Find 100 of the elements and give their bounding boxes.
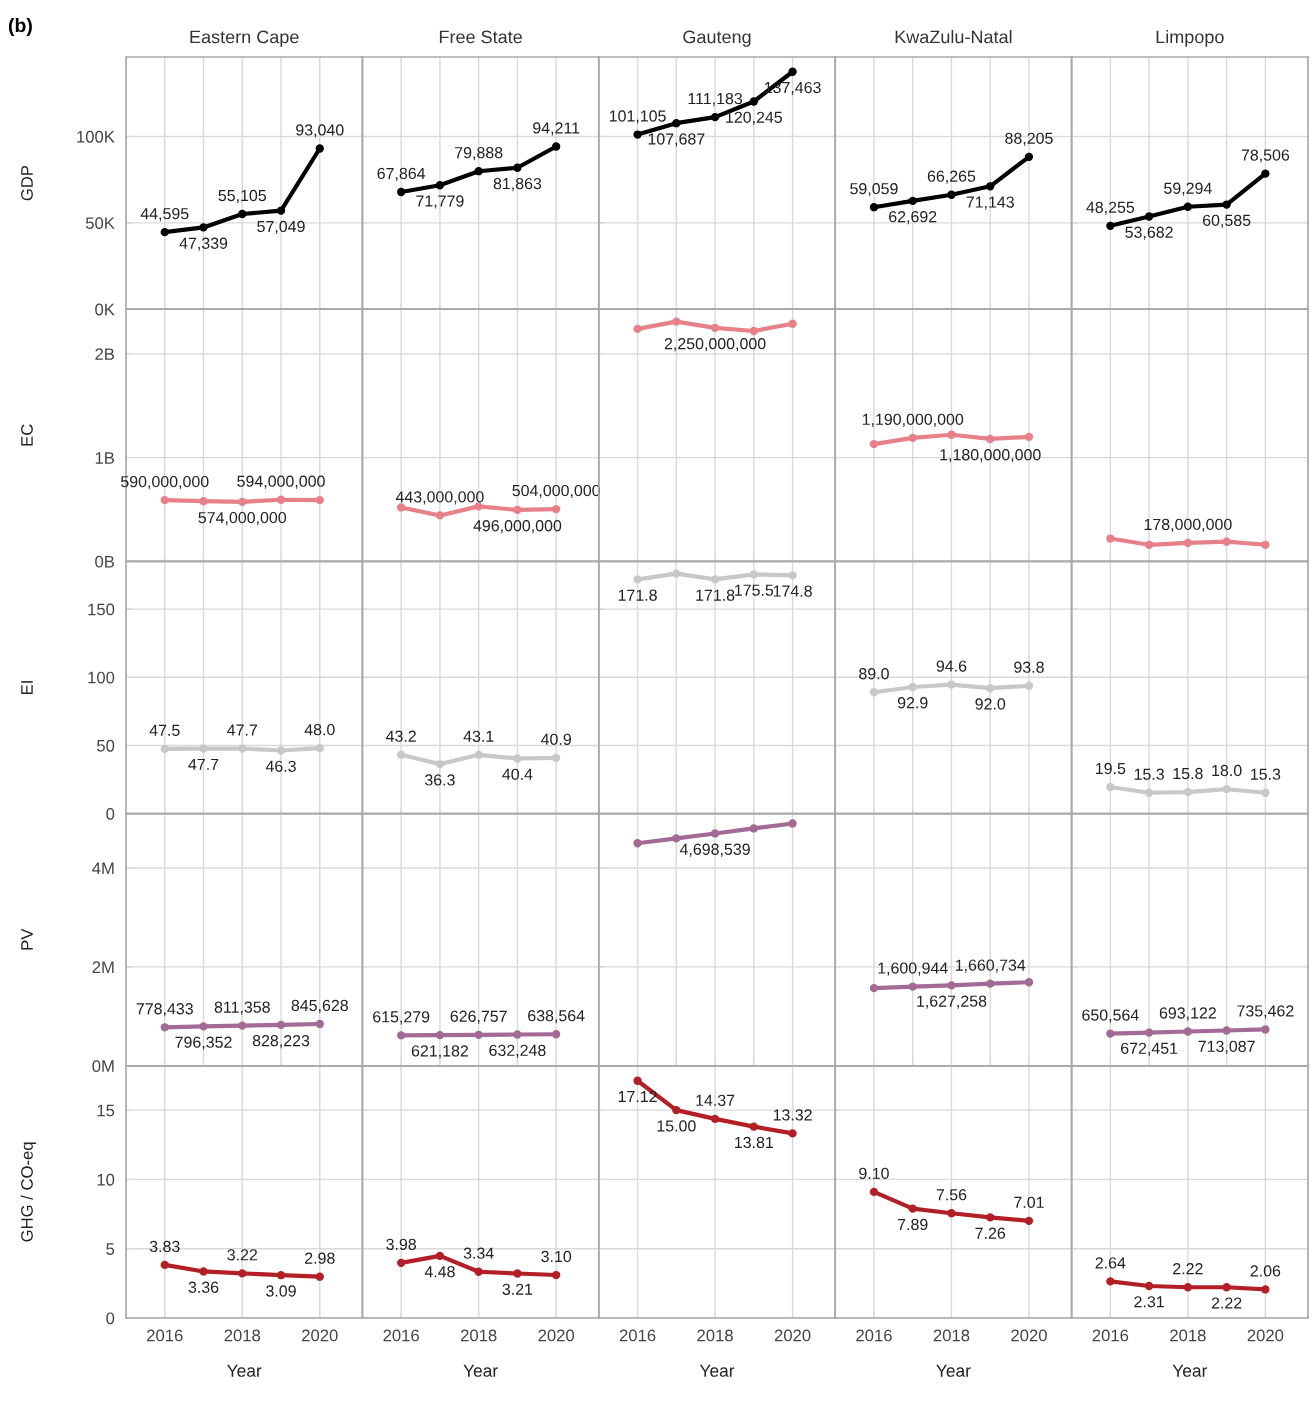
y-tick-label: 0M (92, 1060, 114, 1072)
point (710, 112, 720, 122)
data-label: 626,757 (450, 1010, 507, 1024)
data-label: 78,506 (1241, 149, 1290, 163)
data-label: 3.98 (386, 1238, 416, 1250)
data-label: 796,352 (175, 1036, 232, 1050)
point (633, 130, 642, 139)
point (672, 317, 681, 326)
data-label: 1,190,000,000 (862, 413, 964, 427)
data-label: 2.22 (1173, 1263, 1203, 1275)
point (1106, 1277, 1115, 1286)
point (276, 206, 286, 215)
data-label: 650,564 (1082, 1009, 1139, 1023)
data-label: 672,451 (1121, 1042, 1178, 1056)
data-label: 443,000,000 (395, 491, 484, 505)
point (749, 97, 758, 106)
data-label: 171.8 (618, 589, 657, 601)
point (908, 196, 917, 206)
point (1106, 221, 1115, 231)
data-label: 79,888 (455, 147, 503, 161)
x-tick-label: 2018 (933, 1329, 970, 1342)
point (1261, 169, 1270, 178)
point (947, 1209, 956, 1218)
data-label: 88,205 (1005, 132, 1053, 146)
point (1144, 212, 1154, 221)
chart-title: Free State (439, 30, 522, 44)
point (552, 504, 561, 514)
data-label: 7.56 (936, 1189, 967, 1201)
x-axis-title: Year (699, 1364, 735, 1377)
point (788, 1129, 797, 1138)
y-axis-title: EI (21, 681, 33, 695)
point (1261, 1285, 1270, 1294)
data-label: 574,000,000 (198, 511, 287, 526)
data-label: 4.48 (424, 1266, 455, 1278)
point (908, 433, 917, 443)
data-label: 3.10 (541, 1250, 572, 1263)
point (1024, 152, 1034, 162)
data-label: 46.3 (265, 760, 296, 772)
data-label: 845,628 (291, 999, 348, 1013)
point (199, 1267, 208, 1276)
point (672, 1105, 681, 1115)
data-label: 174.8 (773, 585, 812, 597)
point (435, 759, 445, 769)
data-label: 171.8 (696, 589, 735, 601)
data-label: 496,000,000 (473, 520, 562, 534)
point (986, 684, 995, 693)
data-label: 81,863 (493, 177, 542, 192)
point (238, 1269, 247, 1278)
point (315, 1272, 324, 1281)
data-label: 62,692 (889, 211, 937, 225)
point (513, 754, 522, 763)
point (869, 203, 879, 212)
point (396, 750, 406, 759)
y-tick-label: 10 (97, 1173, 115, 1186)
point (710, 323, 720, 333)
y-tick-label: 2M (92, 961, 114, 973)
data-label: 621,182 (411, 1045, 468, 1059)
point (315, 144, 324, 153)
data-label: 57,049 (257, 220, 305, 234)
y-axis-title: PV (21, 928, 33, 950)
data-label: 632,248 (489, 1044, 546, 1058)
x-tick-label: 2020 (538, 1329, 575, 1342)
data-label: 47,339 (179, 237, 228, 251)
data-label: 17.12 (618, 1090, 657, 1103)
data-label: 9.10 (859, 1167, 889, 1180)
point (908, 682, 917, 692)
point (788, 67, 797, 76)
point (474, 750, 483, 760)
data-label: 94.6 (936, 660, 967, 672)
point (947, 430, 956, 439)
data-label: 40.4 (502, 768, 533, 780)
data-label: 175.5 (735, 584, 774, 596)
data-label: 101,105 (609, 110, 666, 124)
data-label: 40.9 (541, 733, 571, 745)
x-axis-title: Year (936, 1364, 971, 1377)
x-tick-label: 2018 (460, 1329, 497, 1342)
point (749, 1122, 758, 1131)
data-label: 2,250,000,000 (664, 338, 766, 352)
point (474, 167, 483, 176)
point (749, 824, 758, 833)
point (160, 227, 169, 237)
point (710, 829, 720, 838)
x-tick-label: 2018 (224, 1329, 261, 1342)
point (552, 1270, 561, 1280)
data-label: 107,687 (648, 133, 705, 147)
point (435, 181, 445, 190)
chart-title: KwaZulu-Natal (895, 30, 1012, 44)
y-tick-label: 100K (77, 130, 115, 143)
x-axis-title: Year (227, 1364, 262, 1377)
point (1144, 540, 1154, 549)
y-tick-label: 100 (88, 671, 115, 684)
data-label: 59,059 (850, 182, 898, 197)
data-label: 828,223 (252, 1034, 310, 1049)
data-label: 93.8 (1014, 661, 1044, 673)
data-label: 735,462 (1237, 1005, 1294, 1019)
data-label: 7.01 (1014, 1196, 1044, 1208)
y-axis-title: EC (21, 424, 33, 446)
x-tick-label: 2016 (147, 1329, 183, 1342)
point (1183, 538, 1193, 548)
point (947, 190, 956, 199)
